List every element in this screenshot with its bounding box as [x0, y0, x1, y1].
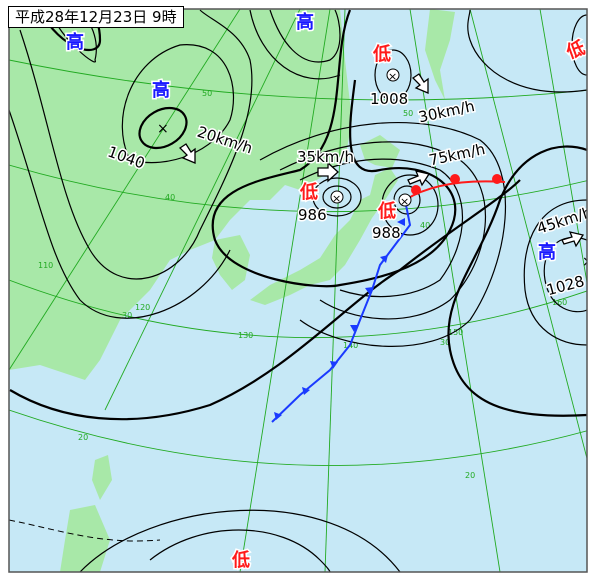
- land-sakhalin: [425, 9, 455, 100]
- low-label: 低: [372, 43, 391, 65]
- lat-lon-grid: [9, 9, 587, 572]
- land-korea: [212, 235, 250, 290]
- low-speed: 35km/h: [297, 148, 354, 166]
- grid-label: 110: [38, 261, 53, 270]
- low-label: 低: [377, 200, 396, 222]
- motion-arrows: [178, 73, 585, 248]
- high-center-cross-icon: ×: [157, 121, 169, 137]
- svg-text:×: ×: [332, 192, 341, 205]
- low-pressure: 988: [372, 224, 401, 242]
- grid-label: 40: [165, 193, 175, 202]
- grid-label: 160: [552, 298, 567, 307]
- land-japan: [250, 168, 398, 305]
- high-label: 高: [296, 11, 314, 33]
- land-asia: [9, 9, 352, 380]
- high-label: 高: [152, 79, 170, 101]
- map-title: 平成28年12月23日 9時: [8, 6, 184, 28]
- cold-front: [271, 199, 412, 423]
- low-center-icon: ×: [386, 68, 400, 83]
- grid-label: 50: [403, 109, 413, 118]
- low-center-icon: ×: [330, 190, 344, 205]
- arrow-icon: [411, 73, 429, 94]
- grid-label: 30: [440, 338, 450, 347]
- high-label: 高: [66, 31, 84, 53]
- arrow-icon: [317, 161, 339, 183]
- low-center-icon: ×: [398, 193, 412, 208]
- land-philippines: [60, 505, 110, 572]
- warm-front: [404, 174, 506, 201]
- grid-label: 40: [420, 221, 430, 230]
- low-pressure: 1008: [370, 90, 408, 108]
- grid-label: 20: [465, 471, 475, 480]
- land-taiwan: [92, 455, 112, 500]
- grid-label: 150: [448, 328, 463, 337]
- grid-label: 30: [122, 311, 132, 320]
- low-pressure: 986: [298, 206, 327, 224]
- low-label: 低: [231, 549, 250, 571]
- arrow-icon: [178, 143, 196, 164]
- high-label: 高: [538, 241, 556, 263]
- high-center-cross-icon: ×: [582, 254, 594, 270]
- grid-label: 50: [202, 89, 212, 98]
- arrow-icon: [561, 231, 585, 248]
- grid-label: 20: [78, 433, 88, 442]
- map-border: [8, 8, 588, 573]
- svg-text:×: ×: [388, 70, 397, 83]
- arrow-icon: [407, 170, 431, 187]
- low-label: 低: [299, 181, 318, 203]
- grid-label: 120: [135, 303, 150, 312]
- grid-label: 130: [238, 331, 253, 340]
- svg-text:×: ×: [400, 195, 409, 208]
